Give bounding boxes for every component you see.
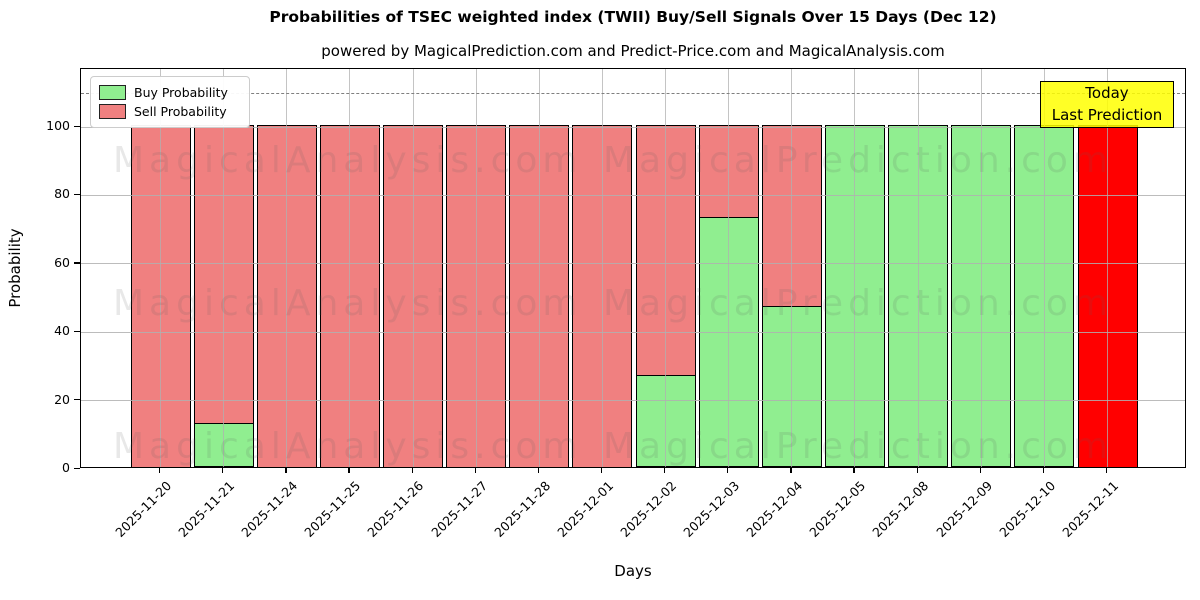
x-tick-label: 2025-12-05 bbox=[806, 478, 869, 540]
x-tick-label: 2025-12-01 bbox=[554, 478, 617, 540]
x-gridline bbox=[1043, 69, 1045, 467]
x-tick-mark bbox=[411, 468, 413, 473]
x-gridline bbox=[601, 69, 603, 467]
y-gridline bbox=[81, 126, 1185, 128]
x-gridline bbox=[349, 69, 351, 467]
x-tick-label: 2025-11-24 bbox=[238, 478, 301, 540]
x-tick-mark bbox=[916, 468, 918, 473]
x-tick-label: 2025-11-25 bbox=[301, 478, 364, 540]
y-gridline bbox=[81, 400, 1185, 402]
x-gridline bbox=[791, 69, 793, 467]
x-tick-mark bbox=[727, 468, 729, 473]
x-tick-mark bbox=[474, 468, 476, 473]
x-tick-mark bbox=[790, 468, 792, 473]
x-gridline bbox=[980, 69, 982, 467]
y-tick-label: 20 bbox=[54, 391, 70, 407]
threshold-dashed-line bbox=[81, 92, 1185, 94]
y-tick-label: 80 bbox=[54, 186, 70, 202]
y-gridline bbox=[81, 263, 1185, 265]
x-tick-label: 2025-12-08 bbox=[869, 478, 932, 540]
x-tick-label: 2025-12-03 bbox=[680, 478, 743, 540]
y-tick-label: 0 bbox=[62, 460, 70, 475]
sell-swatch-icon bbox=[99, 104, 126, 119]
x-tick-label: 2025-11-27 bbox=[427, 478, 490, 540]
y-tick-mark bbox=[74, 262, 80, 264]
today-annotation-line1: Today bbox=[1085, 83, 1129, 102]
x-tick-label: 2025-11-21 bbox=[175, 478, 238, 540]
legend-item-buy: Buy Probability bbox=[99, 83, 239, 102]
legend-item-sell: Sell Probability bbox=[99, 102, 239, 121]
y-tick-mark bbox=[74, 399, 80, 401]
y-gridline bbox=[81, 194, 1185, 196]
x-tick-mark bbox=[159, 468, 161, 473]
x-gridline bbox=[286, 69, 288, 467]
x-tick-label: 2025-11-26 bbox=[364, 478, 427, 540]
x-tick-mark bbox=[285, 468, 287, 473]
x-tick-mark bbox=[979, 468, 982, 473]
today-annotation-line2: Last Prediction bbox=[1051, 105, 1163, 124]
legend-label-sell: Sell Probability bbox=[134, 104, 227, 119]
y-tick-label: 40 bbox=[54, 323, 70, 339]
y-tick-mark bbox=[74, 467, 80, 469]
x-tick-mark bbox=[600, 468, 603, 473]
x-tick-label: 2025-11-28 bbox=[490, 478, 553, 540]
legend: Buy Probability Sell Probability bbox=[90, 76, 250, 128]
x-tick-mark bbox=[853, 468, 855, 473]
x-gridline bbox=[728, 69, 730, 467]
x-tick-mark bbox=[537, 468, 540, 473]
legend-label-buy: Buy Probability bbox=[134, 85, 228, 100]
x-axis-label: Days bbox=[614, 562, 652, 580]
y-tick-mark bbox=[74, 193, 80, 196]
x-tick-label: 2025-12-10 bbox=[995, 478, 1058, 540]
plot-area: Buy Probability Sell Probability Today L… bbox=[80, 68, 1186, 468]
x-gridline bbox=[665, 69, 667, 467]
x-tick-label: 2025-12-11 bbox=[1059, 478, 1122, 540]
x-tick-mark bbox=[222, 468, 224, 473]
x-gridline bbox=[412, 69, 414, 467]
x-tick-label: 2025-11-20 bbox=[112, 478, 175, 540]
y-tick-label: 100 bbox=[46, 118, 70, 134]
x-tick-mark bbox=[1042, 468, 1045, 473]
y-axis-label: Probability bbox=[6, 228, 24, 308]
x-gridline bbox=[854, 69, 856, 467]
x-tick-mark bbox=[1106, 468, 1108, 473]
y-tick-label: 60 bbox=[54, 254, 70, 270]
x-tick-label: 2025-12-04 bbox=[743, 478, 806, 540]
today-annotation: Today Last Prediction bbox=[1040, 81, 1174, 128]
chart-title: Probabilities of TSEC weighted index (TW… bbox=[269, 8, 997, 26]
y-gridline bbox=[81, 331, 1185, 333]
x-tick-mark bbox=[348, 468, 350, 473]
buy-swatch-icon bbox=[99, 85, 126, 100]
x-tick-label: 2025-12-09 bbox=[932, 478, 995, 540]
x-gridline bbox=[1107, 69, 1108, 467]
x-gridline bbox=[223, 69, 225, 467]
x-gridline bbox=[160, 69, 161, 467]
y-tick-mark bbox=[74, 125, 80, 127]
x-gridline bbox=[475, 69, 477, 467]
chart-subtitle: powered by MagicalPrediction.com and Pre… bbox=[321, 42, 945, 60]
y-tick-mark bbox=[74, 330, 80, 333]
x-gridline bbox=[917, 69, 919, 467]
x-gridline bbox=[538, 69, 540, 467]
x-tick-mark bbox=[664, 468, 666, 473]
x-tick-label: 2025-12-02 bbox=[617, 478, 680, 540]
